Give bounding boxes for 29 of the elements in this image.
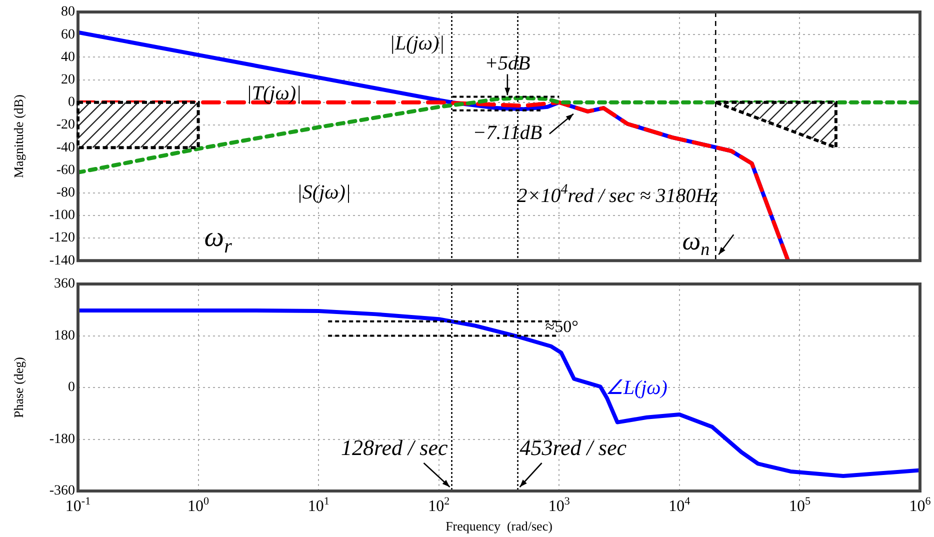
y-tick-label: -180 [49, 432, 75, 447]
series-label: |T(jω)| [246, 82, 302, 104]
y-axis-title: Magnitude (dB) [11, 94, 26, 178]
y-tick-label: -80 [56, 185, 75, 200]
y-tick-label: 80 [61, 4, 75, 20]
y-tick-label: -20 [56, 118, 75, 133]
y-tick-label: 360 [54, 276, 75, 292]
y-tick-label: -360 [49, 484, 75, 499]
ref-line-label: 128red / sec [341, 434, 448, 460]
annotation: ≈50° [545, 316, 578, 336]
y-tick-label: 180 [54, 328, 75, 344]
annotation: −7.11dB [472, 122, 542, 144]
annotation: +5dB [484, 52, 530, 74]
ref-line-label: 453red / sec [520, 434, 627, 460]
y-tick-label: -100 [49, 208, 75, 224]
series-label: ∠L(jω) [605, 376, 668, 399]
y-tick-label: 40 [61, 50, 75, 65]
y-tick-label: -60 [56, 162, 75, 178]
y-tick-label: 60 [61, 27, 75, 42]
y-tick-label: 0 [68, 380, 75, 396]
text: |S(jω)| [296, 182, 351, 204]
series-label: |L(jω)| [390, 32, 445, 55]
y-tick-label: -120 [49, 230, 75, 246]
y-axis-title: Phase (deg) [11, 356, 26, 418]
y-tick-label: -140 [49, 253, 75, 268]
y-tick-label: 20 [61, 72, 75, 88]
y-tick-label: 0 [68, 95, 75, 110]
x-axis-title: Frequency (rad/sec) [446, 518, 552, 534]
y-tick-label: -40 [56, 140, 75, 156]
